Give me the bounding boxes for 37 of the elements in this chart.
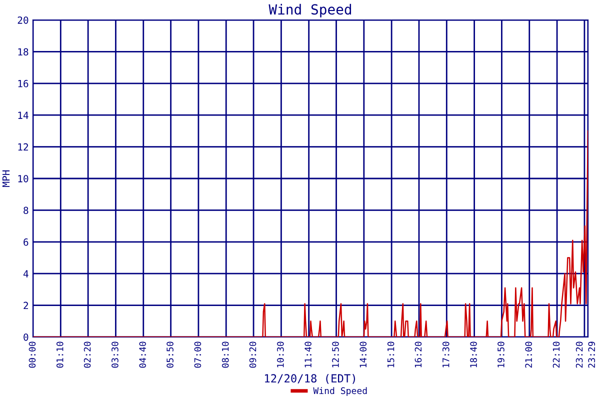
x-tick-label: 10:30 (277, 342, 284, 368)
x-tick-label: 11:40 (304, 342, 312, 368)
x-tick-label: 21:00 (525, 342, 532, 368)
x-tick-label: 04:40 (139, 342, 146, 368)
x-tick-label: 05:50 (166, 342, 174, 368)
y-tick-label: 20 (18, 16, 28, 24)
x-tick-label: 18:40 (470, 342, 477, 368)
x-tick-label: 15:10 (387, 342, 394, 368)
x-tick-label: 03:30 (112, 342, 118, 368)
y-tick-label: 10 (18, 175, 28, 182)
x-tick-label: 19:50 (498, 342, 504, 368)
x-tick-label: 07:00 (194, 342, 202, 368)
x-axis-title: 12/20/18 (EDT) (265, 374, 356, 384)
y-tick-label: 4 (23, 270, 28, 278)
x-tick-label: 01:10 (56, 342, 64, 368)
chart-title: Wind Speed (268, 4, 352, 18)
legend-label: Wind Speed (313, 387, 367, 396)
y-tick-label: 16 (18, 80, 28, 88)
x-tick-label: 02:20 (84, 342, 91, 368)
x-tick-label: 08:10 (222, 342, 229, 368)
x-tick-label: 23:29 (588, 342, 596, 368)
x-tick-label: 17:30 (442, 342, 450, 368)
y-tick-label: 14 (18, 112, 28, 119)
y-tick-label: 12 (18, 143, 28, 151)
y-tick-label: 0 (24, 334, 28, 341)
x-tick-label: 16:20 (414, 342, 422, 368)
y-tick-label: 18 (18, 48, 28, 56)
y-tick-label: 6 (24, 238, 28, 246)
y-tick-label: 8 (24, 206, 28, 214)
x-tick-label: 12:50 (332, 342, 339, 368)
x-tick-label: 22:10 (552, 342, 560, 368)
x-tick-label: 00:00 (28, 342, 36, 368)
x-tick-label: 09:20 (249, 342, 256, 368)
y-axis-title: MPH (2, 170, 10, 187)
x-tick-label: 23:20 (576, 342, 583, 368)
x-tick-label: 14:00 (360, 342, 367, 368)
y-tick-label: 2 (24, 302, 28, 310)
